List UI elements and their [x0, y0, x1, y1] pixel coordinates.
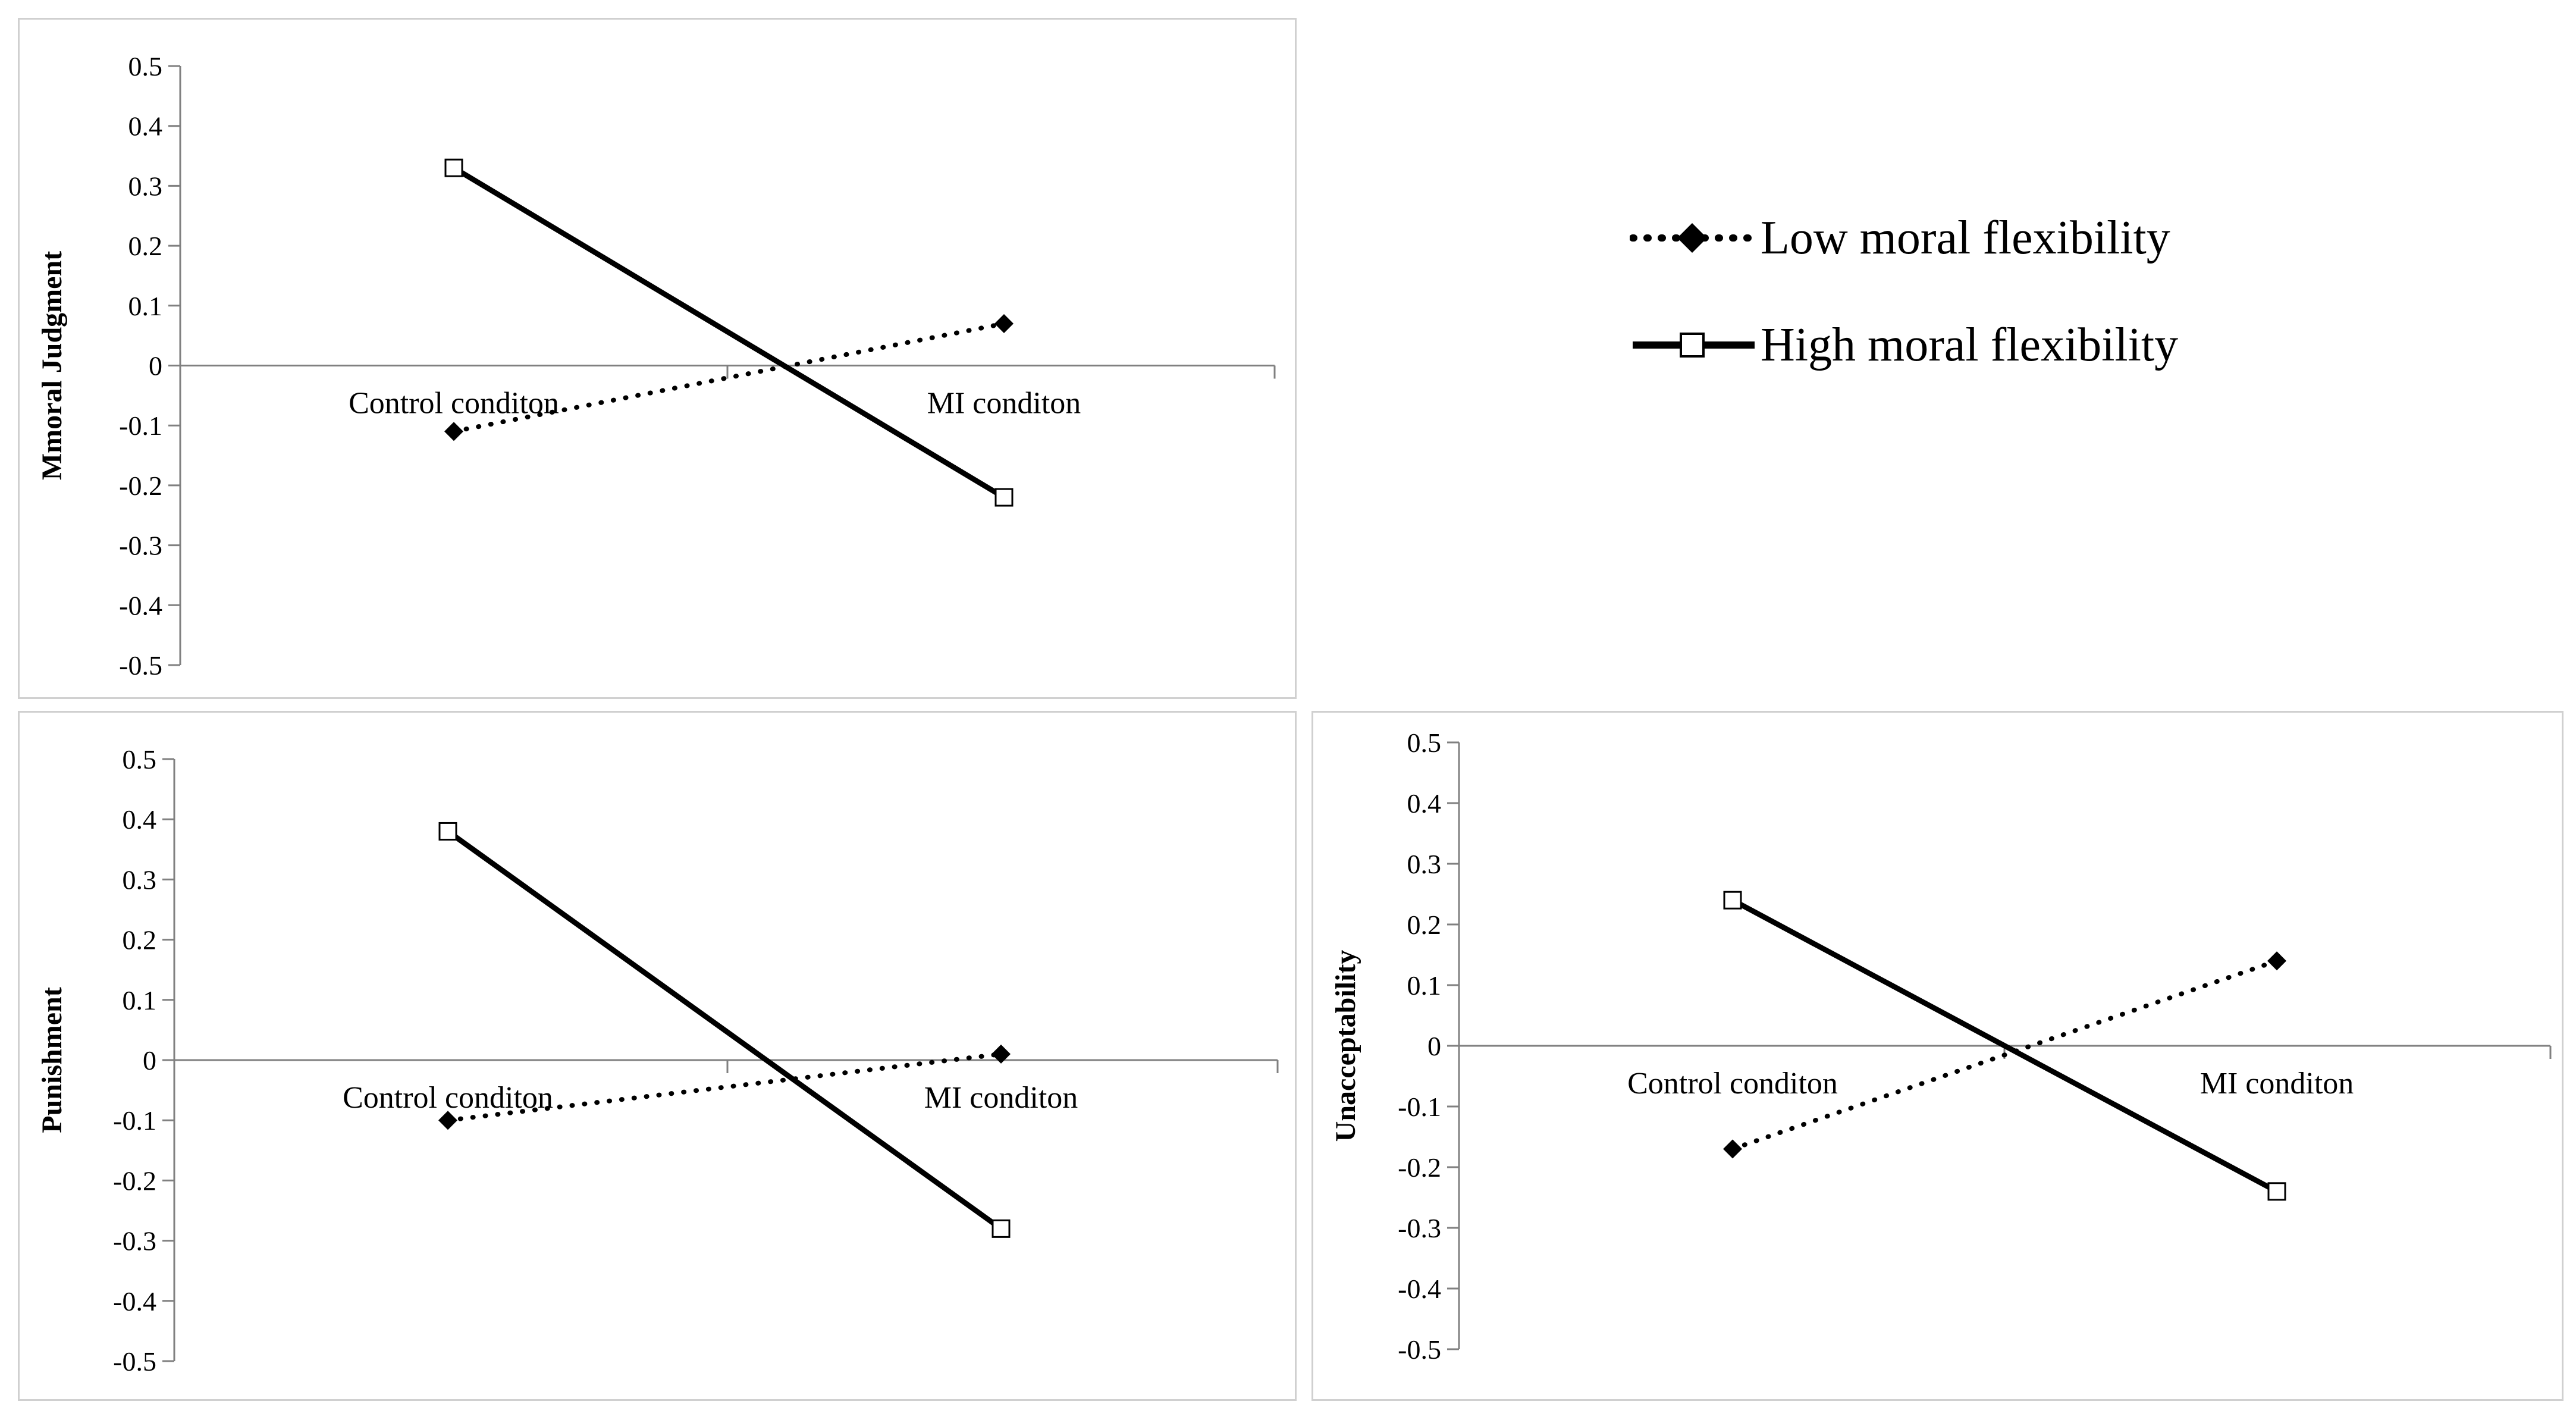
y-tick-label: -0.5 — [119, 650, 162, 681]
chart-panel-moral-judgment: 0.5 0.4 0.3 0.2 0.1 0 -0.1 -0.2 -0.3 -0.4 -0.5 Cont… — [18, 18, 1297, 699]
data-point-high — [1723, 891, 1742, 910]
data-point-high — [992, 1219, 1011, 1238]
data-point-low — [438, 1111, 457, 1130]
y-tick-label: -0.3 — [119, 531, 162, 561]
chart-panel-punishment: 0.5 0.4 0.3 0.2 0.1 0 -0.1 -0.2 -0.3 -0.4 -0.5 Cont… — [18, 711, 1297, 1401]
unacceptability-chart: 0.5 0.4 0.3 0.2 0.1 0 -0.1 -0.2 -0.3 -0.4 -0.5 Cont… — [1330, 728, 2552, 1365]
y-tick-label: -0.1 — [119, 410, 162, 441]
category-label: MI conditon — [927, 387, 1081, 421]
series-line-high — [1731, 898, 2279, 1194]
y-tick-label: 0 — [149, 351, 162, 381]
legend-item-low: Low moral flexibility — [1630, 202, 2343, 274]
y-tick-label: 0.1 — [128, 291, 163, 321]
data-point-high — [444, 158, 463, 177]
y-tick-label: -0.3 — [113, 1226, 156, 1256]
y-tick-label: -0.1 — [1398, 1092, 1441, 1122]
y-tick-label: 0.2 — [1407, 910, 1442, 940]
y-tick-label: 0.4 — [128, 111, 163, 142]
y-tick-label: 0.5 — [128, 51, 163, 81]
y-tick-label: -0.4 — [113, 1286, 156, 1316]
punishment-chart: 0.5 0.4 0.3 0.2 0.1 0 -0.1 -0.2 -0.3 -0.4 -0.5 Cont… — [36, 744, 1279, 1377]
y-tick-label: 0.3 — [123, 864, 157, 895]
y-tick-label: -0.3 — [1398, 1213, 1441, 1243]
legend-item-high: High moral flexibility — [1630, 309, 2343, 381]
y-tick-label: 0 — [1427, 1031, 1441, 1061]
series-line-low — [1730, 958, 2279, 1152]
data-point-high — [994, 488, 1014, 507]
y-tick-label: 0.3 — [1407, 849, 1442, 879]
y-tick-label: 0.5 — [1407, 728, 1442, 758]
y-tick-label: -0.4 — [119, 590, 162, 620]
y-tick-label: -0.5 — [113, 1346, 156, 1377]
y-axis-title: Punishment — [36, 987, 68, 1133]
series-line-high — [452, 165, 1006, 500]
y-tick-label: -0.2 — [113, 1165, 156, 1196]
legend-high-marker-icon — [1633, 333, 1755, 358]
y-tick-label: 0.1 — [1407, 970, 1442, 1001]
data-point-low — [2267, 951, 2286, 971]
y-axis-title: Mmoral Judgment — [36, 251, 68, 480]
data-point-high — [438, 822, 457, 841]
y-tick-label: -0.4 — [1398, 1274, 1441, 1304]
y-tick-label: 0.3 — [128, 171, 163, 201]
data-point-low — [444, 422, 463, 441]
category-label: MI conditon — [2200, 1067, 2354, 1101]
legend-high-label: High moral flexibility — [1761, 319, 2179, 371]
category-label: Control conditon — [349, 387, 559, 421]
data-point-low — [992, 1044, 1011, 1064]
y-tick-label: -0.2 — [119, 471, 162, 501]
y-tick-label: 0.4 — [1407, 788, 1442, 819]
legend: Low moral flexibility High moral flexibi… — [1630, 202, 2343, 381]
category-label: MI conditon — [924, 1081, 1078, 1115]
category-label: Control conditon — [343, 1081, 553, 1115]
category-label: Control conditon — [1627, 1067, 1838, 1101]
legend-low-label: Low moral flexibility — [1761, 212, 2170, 264]
y-tick-label: 0.2 — [123, 925, 157, 955]
y-tick-label: 0.2 — [128, 231, 163, 261]
y-tick-label: 0.1 — [123, 985, 157, 1015]
y-tick-label: 0 — [143, 1045, 156, 1076]
y-tick-label: -0.2 — [1398, 1152, 1441, 1183]
y-axis-title: Unacceptability — [1330, 950, 1361, 1142]
y-tick-label: -0.5 — [1398, 1334, 1441, 1365]
y-tick-label: 0.4 — [123, 804, 157, 835]
y-tick-label: 0.5 — [123, 744, 157, 775]
data-point-low — [1723, 1139, 1742, 1159]
chart-panel-unacceptability: 0.5 0.4 0.3 0.2 0.1 0 -0.1 -0.2 -0.3 -0.4 -0.5 Cont… — [1311, 711, 2564, 1401]
data-point-low — [994, 314, 1014, 334]
moral-judgment-chart: 0.5 0.4 0.3 0.2 0.1 0 -0.1 -0.2 -0.3 -0.4 -0.5 Cont… — [36, 51, 1276, 681]
data-point-high — [2267, 1182, 2286, 1201]
series-line-low — [445, 1051, 1003, 1123]
series-line-high — [446, 829, 1003, 1231]
legend-low-marker-icon — [1630, 223, 1758, 253]
y-tick-label: -0.1 — [113, 1105, 156, 1136]
